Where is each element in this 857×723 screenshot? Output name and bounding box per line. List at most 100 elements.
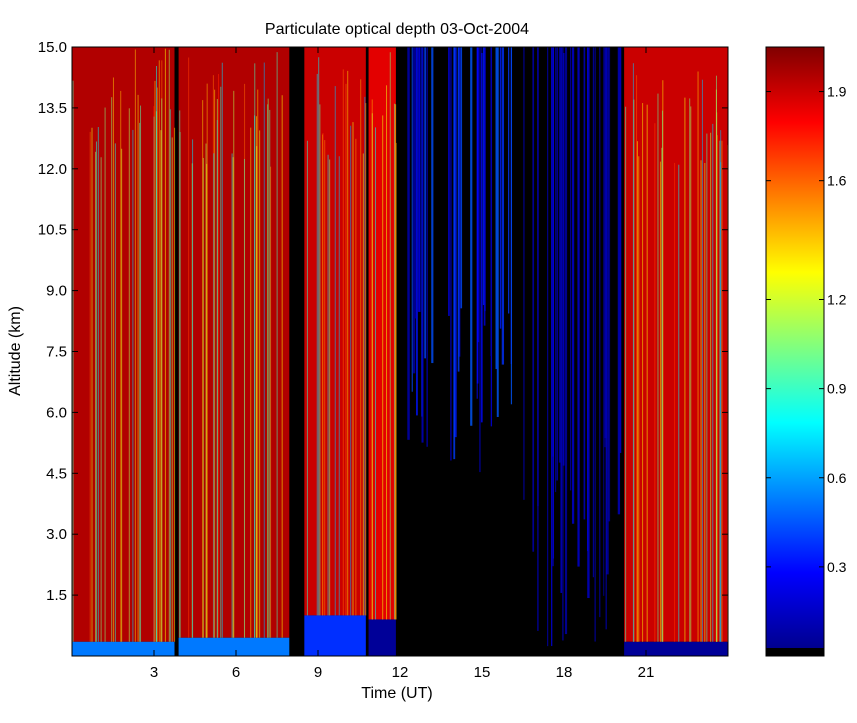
x-tick-label: 21 <box>638 664 655 681</box>
clean-air-streak <box>448 47 450 316</box>
speckle-streak <box>689 98 690 641</box>
speckle-streak <box>160 130 161 642</box>
clean-air-streak <box>551 47 552 646</box>
speckle-streak <box>161 98 162 641</box>
speckle-streak <box>712 124 713 642</box>
clean-air-streak <box>523 47 524 500</box>
clean-air-streak <box>511 47 512 404</box>
chart-title: Particulate optical depth 03-Oct-2004 <box>265 21 529 38</box>
clean-air-streak <box>595 47 596 642</box>
y-tick-label: 7.5 <box>46 344 67 361</box>
speckle-streak <box>132 130 133 642</box>
clean-air-streak <box>532 47 534 552</box>
clean-air-streak <box>560 47 562 593</box>
speckle-streak <box>222 63 223 638</box>
speckle-streak <box>720 130 721 642</box>
x-tick-label: 15 <box>474 664 491 681</box>
speckle-streak <box>328 155 329 616</box>
segment-surface-layer <box>304 615 366 656</box>
segment-surface-layer <box>624 642 728 656</box>
colorbar-tick-label: 0.6 <box>827 470 847 486</box>
speckle-streak <box>98 127 99 642</box>
speckle-streak <box>661 148 662 642</box>
speckle-streak <box>372 113 373 619</box>
clean-air-streak <box>606 47 608 574</box>
speckle-streak <box>267 104 268 637</box>
speckle-streak <box>129 108 130 641</box>
speckle-streak <box>660 162 661 642</box>
speckle-streak <box>159 60 160 641</box>
speckle-streak <box>135 49 136 641</box>
clean-air-streak <box>426 47 427 447</box>
speckle-streak <box>139 123 140 642</box>
speckle-streak <box>317 74 318 615</box>
speckle-streak <box>355 139 356 616</box>
speckle-streak <box>307 141 308 616</box>
clean-air-streak <box>490 47 491 356</box>
segment-surface-layer <box>179 638 290 656</box>
speckle-streak <box>92 128 93 642</box>
speckle-streak <box>115 143 116 641</box>
segment-6 <box>624 47 728 656</box>
speckle-streak <box>386 85 387 619</box>
segment-0 <box>72 47 175 656</box>
clean-air-streak <box>470 47 472 426</box>
speckle-streak <box>256 116 257 637</box>
speckle-streak <box>217 99 218 638</box>
speckle-streak <box>282 95 283 638</box>
clean-air-streak <box>562 47 563 640</box>
speckle-streak <box>395 104 396 619</box>
speckle-streak <box>345 84 346 616</box>
speckle-streak <box>254 63 255 637</box>
speckle-streak <box>662 80 663 642</box>
clean-air-streak <box>500 47 501 329</box>
speckle-streak <box>169 50 170 642</box>
speckle-streak <box>657 94 658 642</box>
speckle-streak <box>220 87 221 638</box>
speckle-streak <box>156 111 157 641</box>
speckle-streak <box>642 103 643 642</box>
speckle-streak <box>704 163 705 642</box>
clean-air-streak <box>415 47 416 318</box>
speckle-streak <box>192 139 193 637</box>
speckle-streak <box>698 71 699 641</box>
speckle-streak <box>213 153 214 637</box>
segment-surface-layer <box>72 642 175 656</box>
clean-air-streak <box>552 47 553 457</box>
y-tick-label: 4.5 <box>46 465 67 482</box>
speckle-streak <box>207 84 208 638</box>
plot-area <box>72 47 728 656</box>
clean-air-streak <box>593 47 594 577</box>
x-tick-label: 18 <box>556 664 573 681</box>
clean-air-streak <box>453 47 455 459</box>
segment-surface-layer <box>369 619 396 656</box>
y-tick-label: 12.0 <box>38 161 67 178</box>
colorbar-zero-band <box>766 648 824 656</box>
speckle-streak <box>179 110 180 637</box>
speckle-streak <box>375 127 376 619</box>
speckle-streak <box>343 69 344 615</box>
clean-air-streak <box>584 47 586 519</box>
speckle-streak <box>111 97 112 642</box>
speckle-streak <box>690 106 691 641</box>
y-tick-label: 13.5 <box>38 100 67 117</box>
speckle-streak <box>277 52 278 638</box>
speckle-streak <box>638 156 639 642</box>
clean-air-streak <box>570 47 571 490</box>
speckle-streak <box>233 91 234 638</box>
speckle-streak <box>678 165 679 642</box>
clean-air-streak <box>450 47 451 460</box>
speckle-streak <box>353 122 354 615</box>
clean-air-streak <box>502 47 504 365</box>
clean-air-streak <box>495 47 497 369</box>
clean-air-streak <box>547 47 548 646</box>
clean-air-streak <box>431 47 433 363</box>
clean-air-streak <box>421 47 423 443</box>
x-tick-label: 9 <box>314 664 322 681</box>
speckle-streak <box>90 132 91 642</box>
x-axis-label: Time (UT) <box>361 685 432 702</box>
speckle-streak <box>188 57 189 637</box>
speckle-streak <box>360 79 361 615</box>
clean-air-streak <box>620 47 621 453</box>
speckle-streak <box>382 115 383 619</box>
